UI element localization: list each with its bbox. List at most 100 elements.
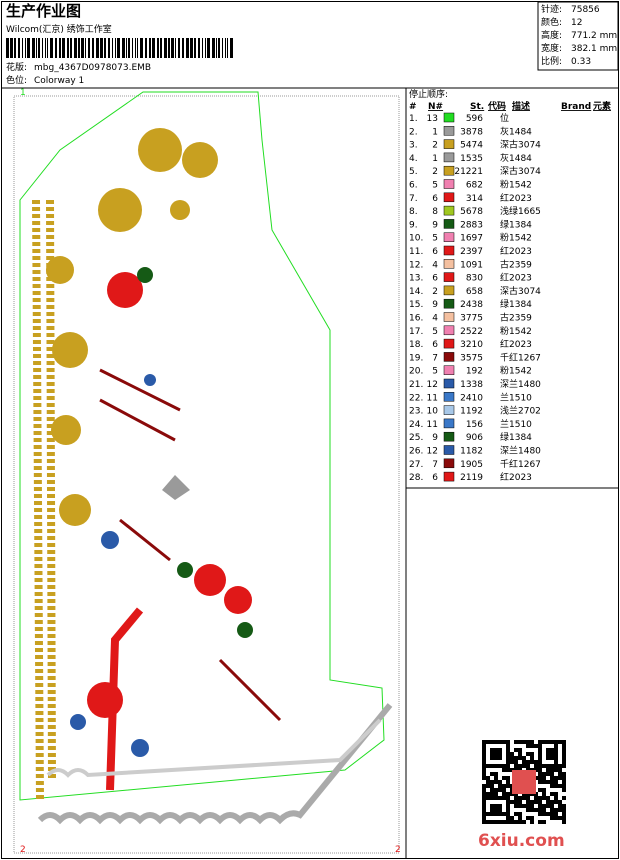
qr-module	[502, 776, 506, 780]
stitches: 830	[466, 274, 483, 284]
qr-module	[530, 808, 534, 812]
qr-module	[490, 772, 494, 776]
design-preview	[13, 91, 400, 854]
qr-module	[514, 760, 518, 764]
stitches: 2522	[460, 327, 483, 337]
qr-module	[518, 804, 522, 808]
stitches: 906	[466, 433, 483, 443]
qr-module	[538, 788, 542, 792]
needle: 5	[432, 234, 438, 244]
corner-label: 2	[20, 845, 26, 855]
qr-module	[554, 760, 558, 764]
qr-module	[486, 780, 490, 784]
qr-module	[550, 804, 554, 808]
qr-module	[510, 816, 514, 820]
row-number: 15.	[409, 300, 423, 310]
qr-module	[514, 820, 518, 824]
qr-module	[562, 752, 566, 756]
bar-stripe	[140, 38, 143, 58]
studio: Wilcom(汇京) 绣饰工作室	[6, 23, 112, 35]
qr-module	[538, 800, 542, 804]
bar-stripe	[36, 38, 37, 58]
qr-module	[490, 784, 494, 788]
qr-module	[530, 740, 534, 744]
stitches: 3775	[460, 314, 483, 324]
row-number: 2.	[409, 127, 418, 137]
color-swatch	[443, 259, 455, 269]
qr-module	[502, 768, 506, 772]
bar-stripe	[32, 38, 35, 58]
qr-module	[518, 764, 522, 768]
qr-module	[562, 820, 566, 824]
bar-stripe	[164, 38, 167, 58]
qr-module	[506, 780, 510, 784]
column-header: 代码	[487, 100, 506, 112]
qr-module	[506, 812, 510, 816]
qr-module	[526, 760, 530, 764]
qr-module	[490, 740, 494, 744]
needle: 1	[432, 154, 438, 164]
qr-module	[490, 796, 494, 800]
qr-logo	[512, 770, 536, 794]
qr-module	[542, 764, 546, 768]
qr-module	[542, 820, 546, 824]
description: 绿1384	[500, 298, 532, 310]
qr-module	[534, 760, 538, 764]
qr-module	[562, 760, 566, 764]
qr-module	[494, 804, 498, 808]
bar-stripe	[198, 38, 200, 58]
color-swatch	[443, 352, 455, 362]
qr-module	[506, 808, 510, 812]
bar-stripe	[10, 38, 13, 58]
qr-module	[562, 780, 566, 784]
bar-stripe	[137, 38, 138, 58]
qr-module	[522, 820, 526, 824]
qr-module	[506, 752, 510, 756]
qr-module	[554, 816, 558, 820]
qr-module	[550, 764, 554, 768]
bar-stripe	[225, 38, 226, 58]
qr-module	[526, 744, 530, 748]
stitches: 2438	[460, 300, 483, 310]
bar-stripe	[145, 38, 147, 58]
description: 古2359	[500, 258, 532, 270]
colorway: Colorway 1	[34, 76, 84, 86]
qr-module	[526, 808, 530, 812]
qr-module	[494, 764, 498, 768]
needle: 9	[432, 300, 438, 310]
row-number: 28.	[409, 473, 423, 483]
needle: 10	[427, 407, 439, 417]
qr-module	[510, 760, 514, 764]
qr-module	[510, 756, 514, 760]
row-number: 11.	[409, 247, 423, 257]
color-swatch	[443, 431, 455, 442]
qr-module	[538, 780, 542, 784]
row-number: 26.	[409, 447, 423, 457]
qr-module	[554, 796, 558, 800]
qr-module	[554, 812, 558, 816]
needle: 2	[432, 287, 438, 297]
description: 灰1484	[500, 152, 532, 164]
row-number: 19.	[409, 353, 423, 363]
qr-module	[534, 796, 538, 800]
qr-module	[554, 800, 558, 804]
stitches: 3878	[460, 127, 483, 137]
color-swatch	[443, 165, 455, 176]
row-number: 27.	[409, 460, 423, 470]
qr-module	[522, 804, 526, 808]
row-number: 21.	[409, 380, 423, 390]
qr-module	[562, 796, 566, 800]
description: 粉1542	[500, 179, 532, 191]
qr-module	[498, 796, 502, 800]
qr-module	[502, 784, 506, 788]
color-swatch	[443, 192, 455, 203]
row-number: 4.	[409, 154, 418, 164]
qr-module	[514, 812, 518, 816]
qr-module	[494, 812, 498, 816]
qr-module	[498, 808, 502, 812]
qr-module	[514, 756, 518, 760]
title: 生产作业图	[6, 2, 81, 20]
qr-module	[562, 748, 566, 752]
